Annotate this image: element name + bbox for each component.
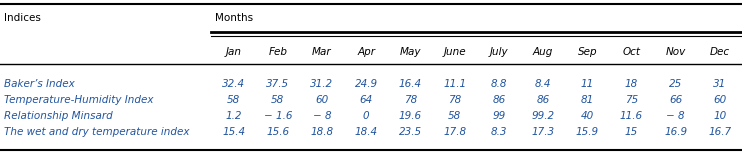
Text: − 8: − 8 [312, 111, 332, 121]
Text: Feb: Feb [269, 47, 287, 57]
Text: 17.8: 17.8 [443, 127, 466, 137]
Text: 15.9: 15.9 [576, 127, 599, 137]
Text: 78: 78 [404, 95, 417, 105]
Text: Temperature-Humidity Index: Temperature-Humidity Index [4, 95, 153, 105]
Text: 86: 86 [536, 95, 550, 105]
Text: Relationship Minsard: Relationship Minsard [4, 111, 113, 121]
Text: Sep: Sep [577, 47, 597, 57]
Text: July: July [490, 47, 508, 57]
Text: Indices: Indices [4, 13, 41, 23]
Text: 60: 60 [315, 95, 329, 105]
Text: 18.4: 18.4 [355, 127, 378, 137]
Text: Mar: Mar [312, 47, 332, 57]
Text: 58: 58 [271, 95, 284, 105]
Text: 31.2: 31.2 [310, 79, 334, 89]
Text: 60: 60 [713, 95, 726, 105]
Text: 15: 15 [625, 127, 638, 137]
Text: May: May [400, 47, 421, 57]
Text: 58: 58 [448, 111, 462, 121]
Text: 86: 86 [492, 95, 505, 105]
Text: 8.3: 8.3 [490, 127, 507, 137]
Text: 11.1: 11.1 [443, 79, 466, 89]
Text: 99: 99 [492, 111, 505, 121]
Text: Months: Months [215, 13, 253, 23]
Text: Apr: Apr [357, 47, 375, 57]
Text: 16.9: 16.9 [664, 127, 687, 137]
Text: 19.6: 19.6 [399, 111, 422, 121]
Text: 8.4: 8.4 [535, 79, 551, 89]
Text: 10: 10 [713, 111, 726, 121]
Text: 78: 78 [448, 95, 462, 105]
Text: 99.2: 99.2 [531, 111, 554, 121]
Text: 17.3: 17.3 [531, 127, 554, 137]
Text: Dec: Dec [710, 47, 730, 57]
Text: 16.7: 16.7 [709, 127, 732, 137]
Text: Nov: Nov [666, 47, 686, 57]
Text: 18: 18 [625, 79, 638, 89]
Text: 40: 40 [581, 111, 594, 121]
Text: June: June [443, 47, 466, 57]
Text: 18.8: 18.8 [310, 127, 334, 137]
Text: 16.4: 16.4 [399, 79, 422, 89]
Text: 81: 81 [581, 95, 594, 105]
Text: The wet and dry temperature index: The wet and dry temperature index [4, 127, 189, 137]
Text: 58: 58 [227, 95, 240, 105]
Text: Oct: Oct [623, 47, 640, 57]
Text: 23.5: 23.5 [399, 127, 422, 137]
Text: 15.6: 15.6 [266, 127, 289, 137]
Text: 24.9: 24.9 [355, 79, 378, 89]
Text: 37.5: 37.5 [266, 79, 289, 89]
Text: 8.8: 8.8 [490, 79, 507, 89]
Text: 64: 64 [360, 95, 372, 105]
Text: Jan: Jan [226, 47, 242, 57]
Text: 31: 31 [713, 79, 726, 89]
Text: Baker’s Index: Baker’s Index [4, 79, 74, 89]
Text: 11.6: 11.6 [620, 111, 643, 121]
Text: − 8: − 8 [666, 111, 685, 121]
Text: 66: 66 [669, 95, 683, 105]
Text: 1.2: 1.2 [226, 111, 242, 121]
Text: 0: 0 [363, 111, 370, 121]
Text: 32.4: 32.4 [222, 79, 245, 89]
Text: 25: 25 [669, 79, 683, 89]
Text: − 1.6: − 1.6 [263, 111, 292, 121]
Text: 15.4: 15.4 [222, 127, 245, 137]
Text: 11: 11 [581, 79, 594, 89]
Text: 75: 75 [625, 95, 638, 105]
Text: Aug: Aug [533, 47, 554, 57]
